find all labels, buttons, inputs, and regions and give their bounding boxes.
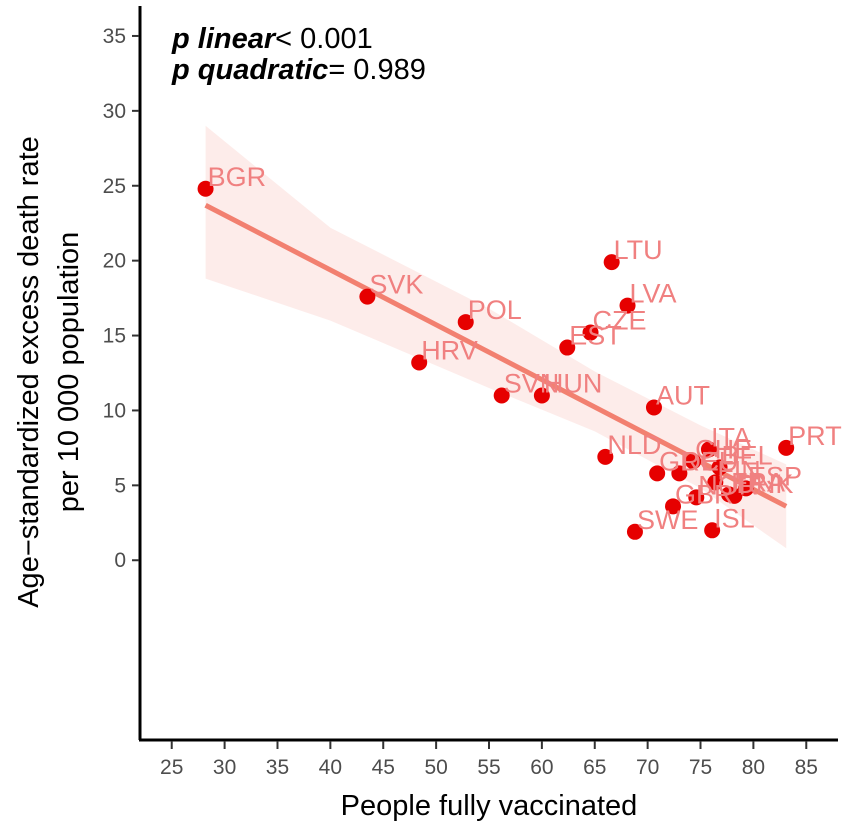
- point-label-ltu: LTU: [614, 235, 663, 265]
- data-point-cze: [582, 324, 599, 341]
- p-quadratic-label: p quadratic: [171, 54, 328, 86]
- point-label-hrv: HRV: [421, 336, 478, 366]
- point-label-gbr: GBR: [675, 479, 734, 509]
- data-point-grc: [649, 465, 666, 482]
- point-label-fra: FRA: [731, 467, 785, 497]
- data-point-bgr: [197, 180, 214, 197]
- point-label-cze: CZE: [593, 306, 647, 336]
- data-point-ita: [700, 441, 717, 458]
- x-ticks: 25 30 35 40 45 50 55 60 65 70 75 80 85: [160, 741, 818, 779]
- point-label-hun: HUN: [544, 368, 603, 398]
- point-label-svn: SVN: [504, 368, 560, 398]
- data-point-dnk: [726, 487, 743, 504]
- point-label-ita: ITA: [711, 422, 751, 452]
- data-point-pol: [457, 314, 474, 331]
- p-linear-value: < 0.001: [275, 23, 373, 55]
- x-tick-label-85: 85: [795, 756, 818, 779]
- data-point-lva: [619, 297, 636, 314]
- data-point-prt: [778, 439, 795, 456]
- point-label-isl: ISL: [714, 503, 755, 533]
- point-label-nld: NLD: [607, 430, 661, 460]
- data-point-hun: [533, 387, 550, 404]
- point-label-est: EST: [569, 321, 622, 351]
- data-point-aut: [645, 399, 662, 416]
- x-tick-label-70: 70: [636, 756, 659, 779]
- data-point-nor: [688, 489, 705, 506]
- x-tick-label-25: 25: [160, 756, 183, 779]
- point-label-bgr: BGR: [208, 162, 267, 192]
- p-quadratic-annotation: p quadratic= 0.989: [171, 54, 426, 86]
- axes-layer: [138, 6, 838, 742]
- data-point-isl: [704, 522, 721, 539]
- data-point-svn: [493, 387, 510, 404]
- data-point-fin: [707, 474, 724, 491]
- data-point-deu: [671, 465, 688, 482]
- p-linear-label: p linear: [171, 23, 277, 55]
- x-tick-label-75: 75: [689, 756, 712, 779]
- p-quadratic-value: = 0.989: [328, 54, 426, 86]
- data-point-hrv: [411, 354, 428, 371]
- y-ticks: 0 5 10 15 20 25 30 35: [103, 25, 139, 572]
- confidence-band-layer: [205, 125, 787, 549]
- y-tick-label-30: 30: [103, 100, 126, 123]
- x-tick-label-45: 45: [372, 756, 395, 779]
- point-label-fin: FIN: [717, 455, 761, 485]
- x-tick-label-30: 30: [213, 756, 236, 779]
- point-label-aut: AUT: [656, 380, 710, 410]
- y-axis-title-line-2: per 10 000 population: [53, 232, 85, 513]
- y-tick-label-20: 20: [103, 250, 126, 273]
- y-tick-label-25: 25: [103, 175, 126, 198]
- point-label-swe: SWE: [637, 505, 699, 535]
- x-tick-label-80: 80: [742, 756, 765, 779]
- point-label-pol: POL: [468, 295, 522, 325]
- point-label-grc: GRC: [659, 446, 719, 476]
- x-tick-label-65: 65: [583, 756, 606, 779]
- p-linear-annotation: p linear< 0.001: [171, 23, 373, 55]
- y-tick-label-15: 15: [103, 325, 126, 348]
- data-point-bel: [711, 459, 728, 476]
- y-tick-label-0: 0: [114, 549, 126, 572]
- data-point-che: [685, 453, 702, 470]
- data-point-esp: [737, 480, 754, 497]
- point-label-che: CHE: [695, 434, 752, 464]
- data-point-gbr: [665, 498, 682, 515]
- data-point-nld: [597, 448, 614, 465]
- data-point-svk: [359, 288, 376, 305]
- point-label-deu: DEU: [681, 446, 738, 476]
- point-label-nor: NOR: [698, 470, 758, 500]
- y-tick-label-35: 35: [103, 25, 126, 48]
- point-label-bel: BEL: [722, 440, 773, 470]
- points-layer: [197, 180, 795, 540]
- y-tick-label-5: 5: [114, 474, 126, 497]
- x-tick-label-40: 40: [319, 756, 342, 779]
- x-tick-label-55: 55: [477, 756, 500, 779]
- x-tick-label-35: 35: [266, 756, 289, 779]
- data-point-est: [559, 339, 576, 356]
- point-label-lva: LVA: [630, 279, 677, 309]
- x-axis-title: People fully vaccinated: [341, 790, 638, 822]
- x-tick-label-60: 60: [530, 756, 553, 779]
- data-point-ltu: [603, 254, 620, 271]
- confidence-band: [205, 125, 787, 549]
- point-label-dnk: DNK: [736, 469, 793, 499]
- point-label-svk: SVK: [369, 270, 423, 300]
- point-label-prt: PRT: [788, 421, 842, 451]
- y-axis-title-line-1: Age−standardized excess death rate: [13, 136, 45, 608]
- point-label-esp: ESP: [748, 461, 802, 491]
- y-tick-label-10: 10: [103, 399, 126, 422]
- data-point-swe: [626, 523, 643, 540]
- x-tick-label-50: 50: [424, 756, 447, 779]
